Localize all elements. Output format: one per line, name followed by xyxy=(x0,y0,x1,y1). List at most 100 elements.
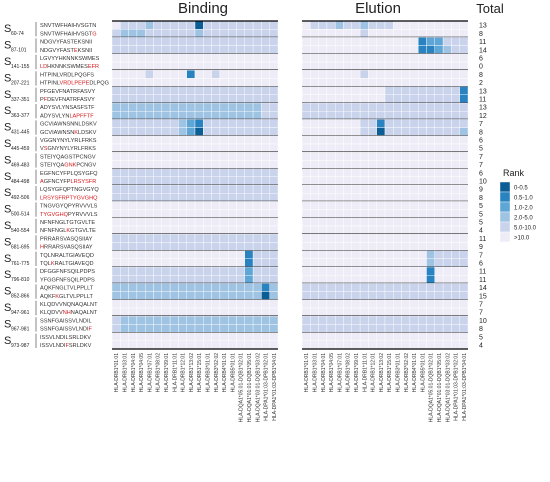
elution-cell xyxy=(368,307,377,317)
binding-cell xyxy=(203,250,212,260)
sequence-segment: E xyxy=(74,48,78,54)
binding-cell xyxy=(136,242,146,251)
binding-cell xyxy=(144,184,154,194)
binding-cell xyxy=(203,69,212,79)
binding-cell xyxy=(178,291,187,301)
binding-cell xyxy=(186,86,196,95)
binding-cell xyxy=(194,217,204,227)
binding-cell xyxy=(128,53,138,63)
binding-cell xyxy=(153,266,163,276)
elution-cell xyxy=(442,151,452,161)
binding-cell xyxy=(252,61,262,71)
binding-cell xyxy=(261,168,270,178)
elution-cell xyxy=(310,20,319,30)
elution-cell xyxy=(434,94,444,104)
elution-cell xyxy=(409,135,419,145)
elution-cell xyxy=(310,29,319,38)
elution-cell xyxy=(335,340,344,350)
binding-cell xyxy=(111,184,121,194)
binding-cell xyxy=(169,119,179,128)
binding-cell xyxy=(236,275,246,284)
binding-cell xyxy=(194,233,204,243)
elution-cell xyxy=(459,86,469,95)
binding-cell xyxy=(161,168,171,178)
binding-cell xyxy=(236,324,246,333)
elution-cell xyxy=(318,37,328,46)
binding-cell xyxy=(186,184,196,194)
elution-cell xyxy=(376,332,386,342)
binding-cell xyxy=(244,102,254,112)
binding-cell xyxy=(120,151,129,161)
elution-cell xyxy=(310,266,319,276)
binding-cell xyxy=(219,168,229,178)
sequence-segment: KLQDVVNQNAQALNT xyxy=(40,302,98,308)
binding-cell xyxy=(269,143,279,153)
elution-cell xyxy=(409,86,419,95)
binding-cell xyxy=(194,78,204,87)
binding-cell xyxy=(144,78,154,87)
binding-cell xyxy=(269,61,279,71)
binding-cell xyxy=(194,340,204,350)
binding-cell xyxy=(161,283,171,292)
binding-cell xyxy=(252,20,262,30)
binding-cell xyxy=(227,176,237,186)
binding-cell xyxy=(227,135,237,145)
elution-cell xyxy=(301,242,311,251)
binding-cell xyxy=(227,143,237,153)
binding-cell xyxy=(219,250,229,260)
binding-cell xyxy=(128,192,138,202)
elution-cell xyxy=(384,168,394,178)
binding-cell xyxy=(219,332,229,342)
binding-cell xyxy=(211,160,221,169)
sequence-segment: P xyxy=(40,97,44,103)
group-label: S xyxy=(4,187,11,199)
elution-cell xyxy=(335,94,344,104)
elution-cell xyxy=(393,209,402,219)
elution-cell xyxy=(343,316,353,325)
elution-cell xyxy=(335,135,344,145)
elution-cell xyxy=(451,184,460,194)
elution-cell xyxy=(368,291,377,301)
binding-cell xyxy=(269,151,279,161)
elution-cell xyxy=(426,135,436,145)
sequence-segment: SRLDKV xyxy=(69,343,92,349)
binding-cell xyxy=(120,110,129,120)
binding-cell xyxy=(261,192,270,202)
elution-cell xyxy=(401,233,411,243)
binding-cell xyxy=(161,332,171,342)
binding-cell xyxy=(186,266,196,276)
elution-cell xyxy=(384,332,394,342)
elution-cell xyxy=(442,184,452,194)
binding-cell xyxy=(211,78,221,87)
elution-cell xyxy=(318,160,328,169)
binding-cell xyxy=(261,119,270,128)
binding-cell xyxy=(244,151,254,161)
total-value: 0 xyxy=(479,64,483,71)
elution-cell xyxy=(351,283,361,292)
elution-cell xyxy=(442,94,452,104)
binding-cell xyxy=(211,94,221,104)
elution-cell xyxy=(318,258,328,268)
binding-cell xyxy=(269,119,279,128)
elution-cell xyxy=(351,275,361,284)
elution-cell xyxy=(384,20,394,30)
sequence-segment: A xyxy=(40,179,44,185)
binding-cell xyxy=(236,94,246,104)
elution-cell xyxy=(451,316,460,325)
binding-cell xyxy=(186,217,196,227)
binding-cell xyxy=(194,209,204,219)
binding-cell xyxy=(227,217,237,227)
elution-cell xyxy=(451,176,460,186)
elution-cell xyxy=(351,184,361,194)
group-label: S xyxy=(4,204,11,216)
binding-cell xyxy=(219,86,229,95)
binding-cell xyxy=(128,299,138,309)
binding-cell xyxy=(211,340,221,350)
elution-cell xyxy=(318,332,328,342)
sequence-label: HTPINLVRDLPQGFS xyxy=(40,72,94,78)
binding-cell xyxy=(194,283,204,292)
elution-cell xyxy=(409,102,419,112)
binding-cell xyxy=(178,102,187,112)
binding-cell xyxy=(203,127,212,136)
binding-cell xyxy=(120,61,129,71)
